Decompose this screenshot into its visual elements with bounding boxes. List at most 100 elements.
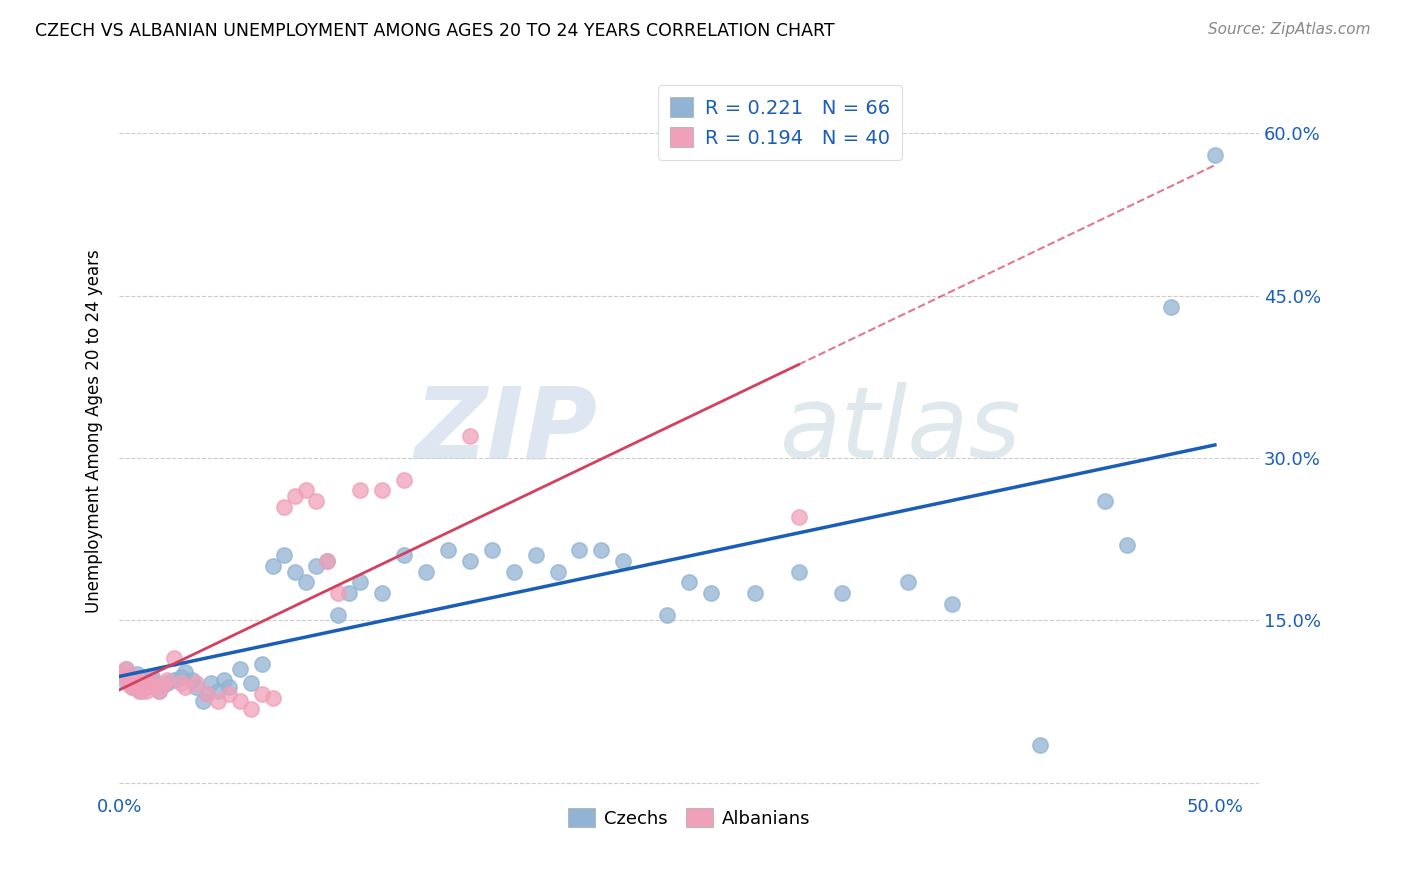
Point [195,687,218,701]
Point [392,549,415,563]
Point [132,676,155,690]
Point [128,683,150,698]
Point [143,681,166,695]
Point [200,676,222,690]
Point [349,483,371,498]
Point [239,702,262,716]
Point [121,681,143,695]
Point [547,565,569,579]
Point [1028,738,1050,752]
Point [437,543,460,558]
Point [294,575,316,590]
Point [294,483,316,498]
Point [112,673,135,687]
Point [136,678,159,692]
Point [156,673,179,687]
Point [117,669,139,683]
Point [214,673,236,687]
Point [124,676,146,690]
Point [591,543,613,558]
Point [115,662,138,676]
Point [129,683,152,698]
Point [135,681,157,695]
Point [218,687,240,701]
Point [191,694,214,708]
Point [180,673,202,687]
Point [129,681,152,695]
Point [117,673,139,687]
Point [787,565,810,579]
Point [239,676,262,690]
Point [136,673,159,687]
Point [1116,537,1139,551]
Point [337,586,360,600]
Point [207,683,229,698]
Text: atlas: atlas [780,383,1022,479]
Point [112,669,135,683]
Point [141,669,163,683]
Point [125,667,148,681]
Point [169,676,191,690]
Point [125,669,148,683]
Point [284,565,307,579]
Point [195,687,218,701]
Text: Source: ZipAtlas.com: Source: ZipAtlas.com [1208,22,1371,37]
Point [152,678,174,692]
Point [897,575,920,590]
Point [132,676,155,690]
Point [184,681,207,695]
Point [174,665,197,680]
Legend: Czechs, Albanians: Czechs, Albanians [561,801,817,835]
Point [316,554,339,568]
Point [115,662,138,676]
Point [250,657,273,671]
Point [371,483,394,498]
Point [415,565,437,579]
Point [1160,300,1182,314]
Text: CZECH VS ALBANIAN UNEMPLOYMENT AMONG AGES 20 TO 24 YEARS CORRELATION CHART: CZECH VS ALBANIAN UNEMPLOYMENT AMONG AGE… [35,22,835,40]
Y-axis label: Unemployment Among Ages 20 to 24 years: Unemployment Among Ages 20 to 24 years [86,249,103,613]
Point [392,473,415,487]
Point [458,554,481,568]
Point [316,554,339,568]
Point [218,681,240,695]
Point [481,543,503,558]
Point [273,549,295,563]
Point [141,673,163,687]
Point [169,669,191,683]
Point [110,667,132,681]
Point [371,586,394,600]
Point [120,678,142,692]
Point [744,586,766,600]
Point [148,683,170,698]
Point [502,565,524,579]
Point [262,559,284,574]
Point [284,489,307,503]
Point [174,681,197,695]
Point [787,510,810,524]
Point [124,673,146,687]
Point [349,575,371,590]
Point [612,554,634,568]
Point [655,607,678,622]
Point [305,559,328,574]
Point [458,429,481,443]
Point [700,586,723,600]
Point [152,678,174,692]
Point [305,494,328,508]
Point [250,687,273,701]
Point [184,676,207,690]
Point [135,683,157,698]
Point [143,676,166,690]
Point [156,676,179,690]
Point [121,681,143,695]
Point [678,575,700,590]
Point [941,597,963,611]
Point [229,662,252,676]
Point [148,683,170,698]
Point [229,694,252,708]
Point [328,607,350,622]
Point [120,676,142,690]
Text: ZIP: ZIP [415,383,598,479]
Point [831,586,853,600]
